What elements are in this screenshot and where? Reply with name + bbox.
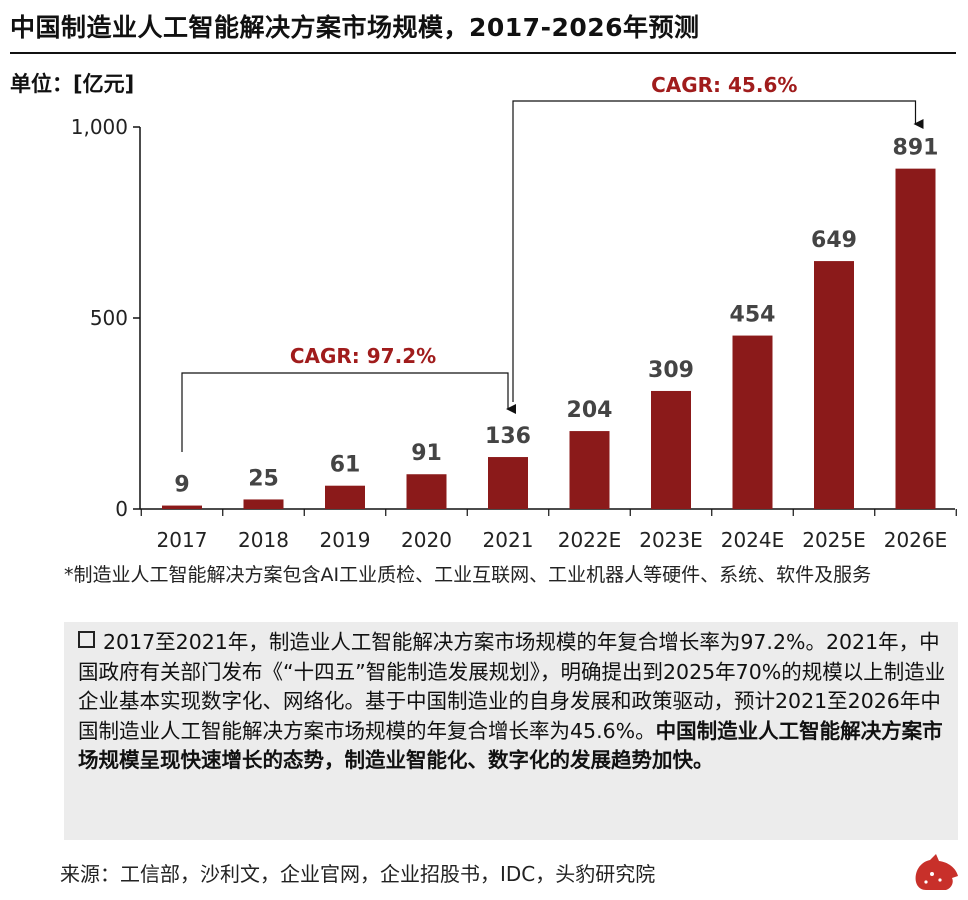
bar (569, 431, 610, 509)
summary-bold-text: 中国制造业人工智能解决方案市场规模呈现快速增长的态势，制造业智能化、数字化的发展… (78, 718, 943, 773)
summary-paragraph: 2017至2021年，制造业人工智能解决方案市场规模的年复合增长率为97.2%。… (78, 628, 948, 776)
bar (406, 474, 447, 509)
cagr-label-1: CAGR: 97.2% (290, 344, 436, 368)
bar (651, 390, 691, 509)
y-tick-label: 1,000 (71, 115, 128, 139)
bar-chart: 0 500 1,000 9 2017 25 2018 61 2019 91 2020 136 2021… (71, 73, 957, 552)
summary-text: 2017至2021年，制造业人工智能解决方案市场规模的年复合增长率为97.2%。… (78, 630, 946, 743)
page-title: 中国制造业人工智能解决方案市场规模，2017-2026年预测 (10, 8, 956, 54)
bar (162, 505, 202, 509)
x-tick-label: 2017 (157, 528, 208, 552)
x-tick-label: 2019 (320, 528, 371, 552)
cagr-bracket-1 (181, 372, 516, 452)
x-tick-label: 2020 (401, 528, 452, 552)
unit-label: 单位：[亿元] (10, 72, 135, 96)
bar-value-label: 61 (330, 453, 361, 478)
x-tick-label: 2018 (238, 528, 289, 552)
bar-value-label: 204 (567, 398, 613, 423)
x-tick-label: 2021 (483, 528, 534, 552)
source-note: 来源：工信部，沙利文，企业官网，企业招股书，IDC，头豹研究院 (60, 862, 656, 886)
x-tick-label: 2025E (802, 528, 866, 552)
bar (895, 168, 936, 509)
cagr-label-2: CAGR: 45.6% (651, 73, 797, 97)
bar (814, 261, 854, 509)
summary-box: 2017至2021年，制造业人工智能解决方案市场规模的年复合增长率为97.2%。… (64, 622, 958, 840)
bar-value-label: 91 (411, 441, 442, 466)
bar-value-label: 136 (485, 424, 531, 449)
bar (488, 457, 528, 509)
bar-value-label: 9 (174, 473, 189, 498)
bar (243, 499, 284, 509)
bar-value-label: 649 (811, 228, 857, 253)
bar-value-label: 25 (248, 466, 279, 491)
x-tick-label: 2023E (639, 528, 703, 552)
checkbox-bullet-icon (78, 631, 95, 648)
cagr-bracket-2 (512, 100, 924, 403)
y-tick-label: 500 (90, 306, 128, 330)
bar-value-label: 891 (893, 136, 939, 161)
leopard-logo-icon (915, 854, 958, 890)
y-tick-label: 0 (115, 497, 128, 521)
bar (732, 335, 773, 509)
x-tick-label: 2022E (558, 528, 622, 552)
chart-footnote: *制造业人工智能解决方案包含AI工业质检、工业互联网、工业机器人等硬件、系统、软… (64, 564, 872, 586)
bar (325, 485, 365, 509)
x-tick-label: 2026E (884, 528, 948, 552)
x-tick-label: 2024E (721, 528, 785, 552)
bar-value-label: 309 (648, 358, 694, 383)
bar-value-label: 454 (730, 303, 776, 328)
